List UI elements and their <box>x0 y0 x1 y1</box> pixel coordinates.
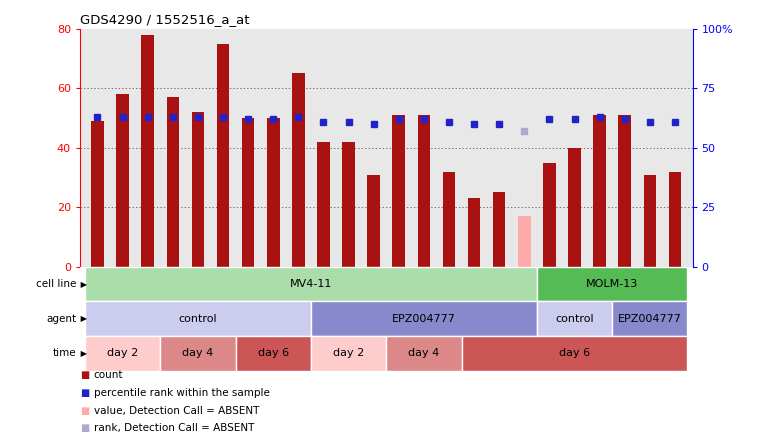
Bar <box>669 172 681 267</box>
Bar <box>161 336 236 371</box>
Bar <box>142 35 154 267</box>
Bar <box>267 118 279 267</box>
Text: ▶: ▶ <box>78 280 88 289</box>
Bar <box>91 121 103 267</box>
Bar <box>85 301 311 336</box>
Bar <box>242 118 254 267</box>
Bar <box>85 336 161 371</box>
Text: day 2: day 2 <box>333 349 365 358</box>
Bar <box>85 267 537 301</box>
Text: ▶: ▶ <box>78 314 88 323</box>
Text: time: time <box>53 349 76 358</box>
Text: value, Detection Call = ABSENT: value, Detection Call = ABSENT <box>94 406 259 416</box>
Text: count: count <box>94 370 123 380</box>
Text: rank, Detection Call = ABSENT: rank, Detection Call = ABSENT <box>94 424 254 433</box>
Bar <box>543 163 556 267</box>
Bar <box>317 142 330 267</box>
Text: MV4-11: MV4-11 <box>290 279 332 289</box>
Bar <box>468 198 480 267</box>
Text: control: control <box>179 314 217 324</box>
Bar <box>461 336 687 371</box>
Text: day 6: day 6 <box>258 349 288 358</box>
Text: cell line: cell line <box>36 279 76 289</box>
Text: ■: ■ <box>80 424 89 433</box>
Bar <box>368 174 380 267</box>
Bar <box>387 336 461 371</box>
Text: percentile rank within the sample: percentile rank within the sample <box>94 388 269 398</box>
Bar <box>644 174 656 267</box>
Text: ■: ■ <box>80 388 89 398</box>
Bar <box>311 301 537 336</box>
Text: GDS4290 / 1552516_a_at: GDS4290 / 1552516_a_at <box>80 13 250 26</box>
Bar <box>192 112 204 267</box>
Bar <box>612 301 687 336</box>
Text: day 6: day 6 <box>559 349 590 358</box>
Bar <box>418 115 430 267</box>
Bar <box>619 115 631 267</box>
Text: agent: agent <box>46 314 76 324</box>
Bar <box>493 193 505 267</box>
Bar <box>518 216 530 267</box>
Text: day 4: day 4 <box>408 349 440 358</box>
Text: ▶: ▶ <box>78 349 88 358</box>
Text: EPZ004777: EPZ004777 <box>392 314 456 324</box>
Bar <box>537 267 687 301</box>
Bar <box>236 336 311 371</box>
Text: day 2: day 2 <box>107 349 139 358</box>
Bar <box>537 301 612 336</box>
Text: ■: ■ <box>80 406 89 416</box>
Text: EPZ004777: EPZ004777 <box>618 314 682 324</box>
Bar <box>443 172 455 267</box>
Text: control: control <box>556 314 594 324</box>
Text: ■: ■ <box>80 370 89 380</box>
Text: day 4: day 4 <box>183 349 214 358</box>
Bar <box>292 73 304 267</box>
Bar <box>217 44 229 267</box>
Bar <box>342 142 355 267</box>
Bar <box>311 336 386 371</box>
Bar <box>116 94 129 267</box>
Bar <box>594 115 606 267</box>
Text: MOLM-13: MOLM-13 <box>586 279 638 289</box>
Bar <box>393 115 405 267</box>
Bar <box>167 97 179 267</box>
Bar <box>568 148 581 267</box>
